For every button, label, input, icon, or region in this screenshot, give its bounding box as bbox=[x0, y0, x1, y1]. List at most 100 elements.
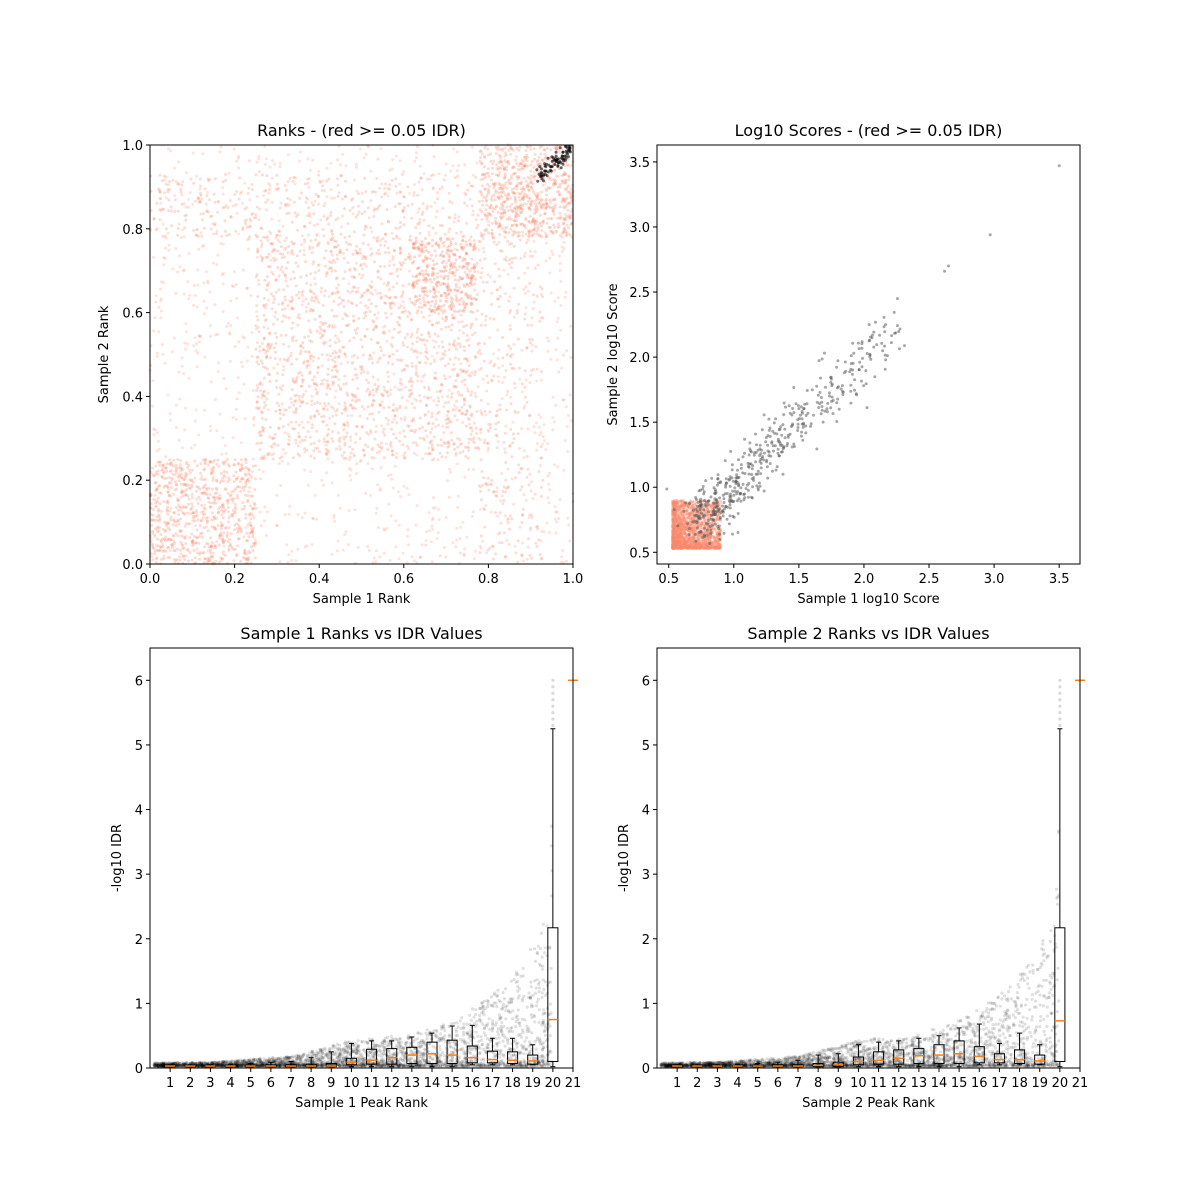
scatter-point bbox=[292, 404, 295, 407]
scatter-point bbox=[484, 504, 487, 507]
scatter-point bbox=[504, 514, 507, 517]
scatter-point bbox=[526, 476, 529, 479]
scatter-point bbox=[431, 412, 434, 415]
scatter-point bbox=[564, 188, 567, 191]
scatter-point bbox=[448, 231, 451, 234]
scatter-point bbox=[409, 312, 412, 315]
scatter-point bbox=[150, 555, 153, 558]
scatter-point bbox=[366, 328, 369, 331]
scatter-point bbox=[165, 477, 168, 480]
scatter-point bbox=[395, 282, 398, 285]
scatter-point bbox=[151, 379, 154, 382]
scatter-point bbox=[191, 203, 194, 206]
scatter-point bbox=[199, 213, 202, 216]
scatter-point bbox=[200, 504, 203, 507]
scatter-point bbox=[174, 473, 177, 476]
scatter-point bbox=[164, 530, 167, 533]
scatter-point bbox=[319, 181, 322, 184]
scatter-point bbox=[451, 271, 454, 274]
scatter-point bbox=[307, 484, 310, 487]
scatter-point bbox=[291, 388, 294, 391]
scatter-point bbox=[185, 330, 188, 333]
scatter-point bbox=[415, 399, 418, 402]
scatter-point bbox=[267, 408, 270, 411]
scatter-point bbox=[562, 399, 565, 402]
scatter-point bbox=[372, 328, 375, 331]
scatter-point bbox=[541, 229, 544, 232]
scatter-point bbox=[496, 297, 499, 300]
scatter-point bbox=[159, 197, 162, 200]
scatter-point bbox=[432, 186, 435, 189]
scatter-point bbox=[345, 435, 348, 438]
scatter-point bbox=[287, 251, 290, 254]
scatter-point bbox=[170, 206, 173, 209]
scatter-point bbox=[253, 416, 256, 419]
scatter-point bbox=[452, 147, 455, 150]
scatter-point bbox=[248, 469, 251, 472]
scatter-point bbox=[329, 339, 332, 342]
scatter-point bbox=[487, 167, 490, 170]
scatter-point bbox=[235, 160, 238, 163]
scatter-point bbox=[402, 261, 405, 264]
scatter-point bbox=[436, 197, 439, 200]
scatter-point bbox=[182, 483, 185, 486]
scatter-point bbox=[398, 202, 401, 205]
scatter-point bbox=[304, 545, 307, 548]
scatter-point bbox=[331, 430, 334, 433]
scatter-point bbox=[419, 556, 422, 559]
scatter-point bbox=[503, 532, 506, 535]
scatter-point bbox=[215, 487, 218, 490]
scatter-point bbox=[424, 361, 427, 364]
scatter-point bbox=[497, 380, 500, 383]
scatter-point bbox=[364, 304, 367, 307]
scatter-point bbox=[354, 400, 357, 403]
scatter-point bbox=[554, 532, 557, 535]
scatter-point bbox=[415, 156, 418, 159]
scatter-point bbox=[569, 325, 572, 328]
scatter-point bbox=[281, 455, 284, 458]
scatter-point bbox=[524, 233, 527, 236]
scatter-point bbox=[440, 328, 443, 331]
scatter-point bbox=[279, 484, 282, 487]
scatter-point bbox=[466, 390, 469, 393]
scatter-point bbox=[356, 252, 359, 255]
scatter-point bbox=[375, 512, 378, 515]
scatter-point bbox=[468, 270, 471, 273]
scatter-point bbox=[482, 251, 485, 254]
scatter-point bbox=[372, 394, 375, 397]
scatter-point bbox=[280, 245, 283, 248]
scatter-point bbox=[305, 402, 308, 405]
scatter-point bbox=[383, 265, 386, 268]
scatter-point bbox=[163, 191, 166, 194]
scatter-point bbox=[281, 256, 284, 259]
scatter-point bbox=[352, 406, 355, 409]
scatter-point bbox=[485, 214, 488, 217]
scatter-point bbox=[559, 280, 562, 283]
scatter-point bbox=[456, 419, 459, 422]
scatter-point bbox=[461, 421, 464, 424]
scatter-point bbox=[263, 145, 266, 148]
scatter-point bbox=[168, 482, 171, 485]
scatter-point bbox=[219, 413, 222, 416]
scatter-point bbox=[367, 243, 370, 246]
scatter-point bbox=[431, 300, 434, 303]
scatter-point bbox=[539, 464, 542, 467]
scatter-point bbox=[343, 438, 346, 441]
scatter-point bbox=[504, 236, 507, 239]
scatter-point bbox=[375, 177, 378, 180]
scatter-point bbox=[257, 218, 260, 221]
scatter-point bbox=[505, 231, 508, 234]
scatter-point bbox=[549, 226, 552, 229]
scatter-point bbox=[430, 281, 433, 284]
scatter-point bbox=[238, 485, 241, 488]
scatter-point bbox=[521, 467, 524, 470]
scatter-point bbox=[523, 156, 526, 159]
scatter-point bbox=[473, 422, 476, 425]
scatter-point bbox=[277, 444, 280, 447]
scatter-point bbox=[185, 171, 188, 174]
scatter-point bbox=[531, 220, 534, 223]
scatter-point bbox=[534, 542, 537, 545]
scatter-point bbox=[426, 435, 429, 438]
scatter-point bbox=[154, 501, 157, 504]
